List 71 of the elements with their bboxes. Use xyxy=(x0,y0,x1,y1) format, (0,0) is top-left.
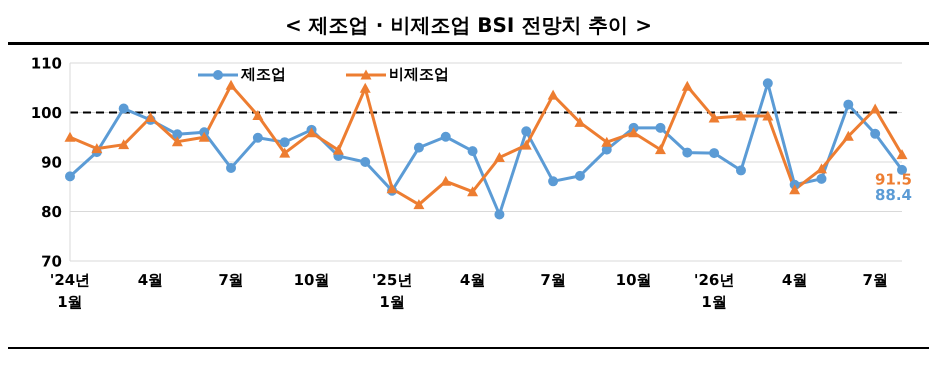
x-tick-label: 7월 xyxy=(862,271,888,289)
point xyxy=(843,100,854,110)
point xyxy=(414,142,424,153)
point xyxy=(708,112,720,122)
point xyxy=(413,199,424,210)
point xyxy=(118,104,129,114)
chart-title: < 제조업 · 비제조업 BSI 전망치 추이 > xyxy=(284,12,653,39)
point xyxy=(870,104,881,114)
point xyxy=(64,132,76,142)
point xyxy=(682,148,692,158)
y-tick-label: 100 xyxy=(30,104,62,122)
point xyxy=(440,176,452,186)
point xyxy=(521,126,532,136)
x-tick-label: 7월 xyxy=(218,271,244,289)
point xyxy=(736,165,746,176)
point xyxy=(360,157,370,167)
point xyxy=(145,112,156,122)
point xyxy=(601,136,612,147)
point xyxy=(494,152,505,162)
point xyxy=(842,130,854,141)
x-tick-label: 4월 xyxy=(782,271,808,289)
point xyxy=(682,80,693,91)
point xyxy=(574,170,585,181)
point xyxy=(118,139,130,150)
point xyxy=(548,176,558,186)
legend-label: 비제조업 xyxy=(389,65,449,84)
point xyxy=(226,162,236,173)
point xyxy=(655,122,666,133)
point xyxy=(709,148,720,158)
point xyxy=(735,110,746,120)
point xyxy=(816,174,826,184)
legend-label: 제조업 xyxy=(241,65,286,84)
point xyxy=(280,137,290,148)
point xyxy=(386,183,398,194)
point xyxy=(548,90,559,100)
point xyxy=(440,132,451,142)
point xyxy=(494,209,504,220)
x-tick-label: 4월 xyxy=(460,271,486,289)
point xyxy=(467,186,478,196)
point xyxy=(628,127,640,138)
x-tick-label: '26년 1월 xyxy=(694,271,734,311)
point xyxy=(91,143,102,154)
point xyxy=(279,148,290,158)
point xyxy=(468,146,478,156)
point xyxy=(252,110,264,120)
point xyxy=(65,171,75,182)
x-tick-label: 10월 xyxy=(294,271,330,289)
x-tick-label: 10월 xyxy=(616,271,652,289)
y-tick-label: 110 xyxy=(30,54,62,72)
point xyxy=(306,127,318,138)
x-tick-label: 7월 xyxy=(540,271,566,289)
point xyxy=(896,149,908,160)
y-tick-label: 90 xyxy=(41,153,62,172)
point xyxy=(332,144,344,155)
point xyxy=(654,144,666,154)
point xyxy=(520,140,532,150)
x-tick-label: '24년 1월 xyxy=(50,271,90,311)
point xyxy=(762,110,774,120)
y-tick-label: 80 xyxy=(41,202,62,221)
point xyxy=(252,132,263,143)
y-tick-label: 70 xyxy=(41,252,62,270)
x-tick-label: '25년 1월 xyxy=(372,271,412,311)
point xyxy=(226,80,237,90)
point xyxy=(870,128,880,139)
x-tick-label: 4월 xyxy=(138,271,164,289)
point xyxy=(198,132,210,142)
point xyxy=(172,136,183,146)
point xyxy=(762,78,773,88)
point xyxy=(360,82,371,93)
point xyxy=(172,129,182,140)
point xyxy=(789,184,800,194)
